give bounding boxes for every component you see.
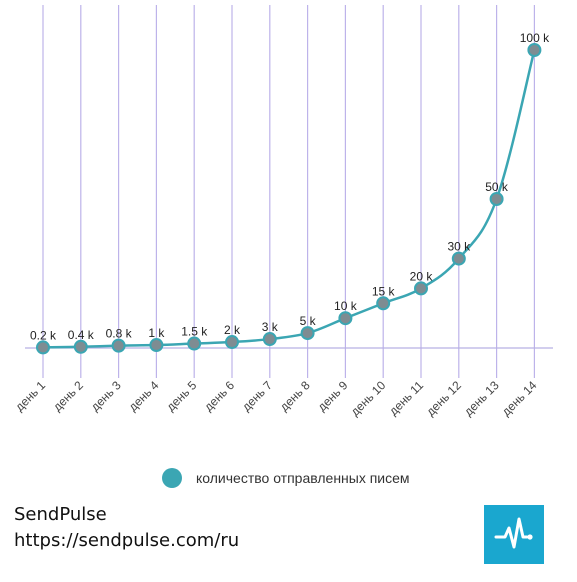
data-label: 5 k <box>300 314 317 328</box>
data-point <box>489 192 504 206</box>
brand-name: SendPulse <box>14 504 107 525</box>
data-label: 3 k <box>262 320 279 334</box>
x-tick-label: день 4 <box>126 378 162 414</box>
data-point <box>414 281 428 296</box>
legend-label: количество отправленных писем <box>196 470 410 486</box>
brand-block: SendPulse https://sendpulse.com/ru <box>14 502 239 554</box>
data-label: 100 k <box>520 31 550 45</box>
x-tick-label: день 5 <box>164 378 200 414</box>
data-point <box>111 338 126 353</box>
pulse-icon <box>494 517 533 549</box>
data-point <box>338 311 353 326</box>
x-tick-label: день 13 <box>461 378 502 419</box>
x-tick-label: день 9 <box>315 378 351 414</box>
data-label: 10 k <box>334 299 358 313</box>
legend: количество отправленных писем <box>162 466 410 490</box>
data-label: 2 k <box>224 323 241 337</box>
data-label: 0.4 k <box>68 328 95 342</box>
data-point <box>300 326 315 341</box>
data-point <box>451 251 466 266</box>
x-tick-label: день 14 <box>499 378 540 419</box>
data-point <box>262 332 277 347</box>
x-tick-label: день 2 <box>50 378 86 414</box>
data-point <box>376 296 391 311</box>
brand-url: https://sendpulse.com/ru <box>14 530 240 551</box>
data-label: 1 k <box>148 326 165 340</box>
data-point <box>149 338 164 353</box>
x-tick-label: день 7 <box>239 378 275 414</box>
x-tick-label: день 6 <box>201 378 237 414</box>
x-tick-label: день 8 <box>277 378 313 414</box>
data-label: 30 k <box>447 240 471 254</box>
x-tick-label: день 3 <box>88 378 124 414</box>
chart: 0.2 k 0.4 k 0.8 k 1 k 1.5 k 2 k 3 k 5 k 10 k 15 k… <box>12 5 553 419</box>
data-label: 0.2 k <box>30 328 57 342</box>
x-tick-label: день 12 <box>423 378 464 419</box>
series-line <box>42 49 536 349</box>
data-point <box>73 339 88 354</box>
data-point <box>527 43 542 57</box>
data-point <box>187 336 202 351</box>
data-point <box>225 335 239 350</box>
x-tick-label: день 10 <box>348 378 389 419</box>
data-label: 1.5 k <box>181 325 208 339</box>
data-point <box>36 340 50 355</box>
data-label: 15 k <box>372 284 396 298</box>
x-tick-label: день 1 <box>12 378 48 414</box>
data-label: 50 k <box>485 180 509 194</box>
x-tick-label: день 11 <box>386 378 426 418</box>
data-label: 20 k <box>410 269 434 283</box>
legend-marker <box>162 468 182 488</box>
sendpulse-logo <box>484 505 544 564</box>
data-label: 0.8 k <box>106 327 133 341</box>
